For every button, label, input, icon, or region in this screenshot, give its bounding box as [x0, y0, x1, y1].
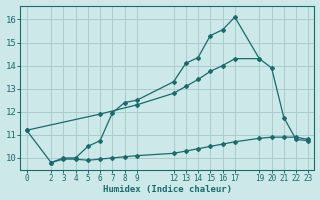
X-axis label: Humidex (Indice chaleur): Humidex (Indice chaleur)	[103, 185, 232, 194]
